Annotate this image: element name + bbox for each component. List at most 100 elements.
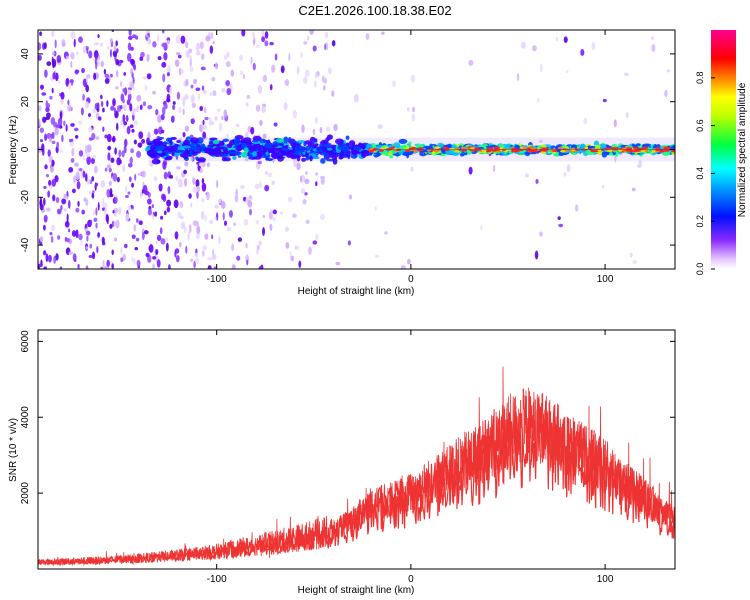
spectrogram-speckle (258, 240, 262, 246)
spectrogram-speckle (216, 108, 221, 113)
spectrogram-speckle (183, 225, 187, 234)
spectrogram-speckle (106, 188, 111, 198)
spectrogram-speckle (108, 180, 112, 186)
spectrogram-band-mark (295, 148, 304, 156)
spectrogram-speckle (119, 105, 123, 110)
spectrogram-band-mark (207, 144, 216, 148)
spectrogram-speckle (120, 81, 123, 87)
spectrogram-speckle (134, 246, 138, 251)
spectrogram-speckle (57, 79, 61, 85)
spectrogram-speckle (57, 235, 61, 240)
spectrogram-speckle (60, 91, 65, 100)
spectrogram-speckle (101, 241, 106, 246)
spectrogram-speckle (563, 172, 567, 177)
spectrogram-speckle (59, 149, 63, 153)
spectrogram-speckle (152, 263, 155, 269)
spectrogram-speckle (283, 102, 288, 111)
spectrogram-speckle (70, 60, 73, 68)
spectrogram-speckle (300, 51, 303, 59)
spectrogram-hot-mark (434, 146, 440, 149)
spectrogram-speckle (50, 117, 56, 125)
spectrogram-ytick-label: 20 (20, 96, 31, 108)
spectrogram-speckle (132, 87, 136, 91)
spectrogram-speckle (114, 196, 118, 204)
spectrogram-speckle (247, 199, 253, 208)
spectrogram-speckle (102, 126, 105, 132)
spectrogram-band-mark (157, 159, 161, 164)
spectrogram-speckle (268, 211, 273, 220)
spectrogram-speckle (104, 167, 108, 172)
figure-title: C2E1.2026.100.18.38.E02 (298, 3, 451, 18)
spectrogram-band-mark (389, 154, 394, 159)
spectrogram-speckle (43, 42, 47, 50)
spectrogram-speckle (539, 63, 543, 73)
spectrogram-speckle (296, 66, 300, 75)
spectrogram-band-mark (258, 138, 266, 143)
spectrogram-speckle (602, 98, 607, 103)
spectrogram-speckle (68, 167, 74, 173)
spectrogram-speckle (301, 124, 305, 133)
spectrogram-band-mark (200, 143, 206, 151)
spectrogram-speckle (72, 253, 77, 262)
spectrogram-band-mark (298, 145, 304, 150)
spectrogram-speckle (321, 75, 325, 83)
spectrogram-speckle (294, 245, 299, 250)
spectrogram-speckle (211, 234, 214, 240)
spectrogram-speckle (101, 198, 105, 207)
spectrogram-speckle (129, 156, 133, 164)
spectrogram-speckle (262, 133, 267, 139)
spectrogram-hot-mark (433, 149, 440, 153)
spectrogram-speckle (75, 172, 80, 180)
spectrogram-speckle (45, 116, 50, 120)
spectrogram-speckle (70, 31, 76, 39)
spectrogram-speckle (127, 52, 132, 62)
spectrogram-hot-mark (513, 149, 519, 153)
spectrogram-speckle (49, 95, 53, 100)
spectrogram-speckle (107, 152, 111, 161)
spectrogram-speckle (213, 266, 217, 269)
spectrogram-speckle (377, 124, 383, 130)
spectrogram-speckle (104, 207, 107, 217)
spectrogram-speckle (209, 45, 214, 54)
spectrogram-speckle (262, 214, 266, 219)
spectrogram-speckle (71, 188, 76, 194)
spectrogram-speckle (492, 164, 496, 172)
spectrogram-speckle (128, 30, 132, 37)
spectrogram-band-mark (327, 143, 332, 146)
snr-ticks: -100 0 100 2000 4000 6000 (20, 330, 675, 585)
spectrogram-band-mark (176, 149, 185, 153)
spectrogram-speckle (127, 89, 132, 95)
spectrogram-speckle (302, 198, 307, 205)
spectrogram-speckle (131, 34, 137, 39)
spectrogram-speckle (174, 59, 180, 67)
spectrogram-band-mark (169, 140, 173, 146)
spectrogram-speckle (664, 89, 668, 98)
spectrogram-speckle (52, 72, 56, 80)
spectrogram-speckle (109, 48, 113, 58)
spectrogram-speckle (353, 94, 359, 103)
spectrogram-band-mark (288, 136, 292, 141)
spectrogram-band-mark (360, 150, 370, 154)
spectrogram-speckle (193, 78, 198, 85)
spectrogram-speckle (185, 50, 190, 58)
spectrogram-speckle (94, 53, 98, 58)
spectrogram-speckle (112, 50, 118, 58)
spectrogram-speckle (374, 254, 380, 258)
spectrogram-speckle (296, 162, 301, 171)
spectrogram-speckle (233, 222, 237, 227)
spectrogram-speckle (130, 58, 135, 65)
spectrogram-speckle (83, 197, 87, 202)
spectrogram-speckle (104, 73, 110, 79)
spectrogram-speckle (160, 215, 164, 220)
spectrogram-hot-mark (486, 147, 494, 150)
spectrogram-frame (37, 29, 676, 270)
spectrogram-speckle (202, 124, 207, 130)
colorbar-tick-label: 0.4 (695, 167, 705, 180)
spectrogram-speckle (91, 132, 96, 141)
spectrogram-speckle (109, 188, 113, 196)
spectrogram-speckle (256, 245, 260, 250)
spectrogram-hot-mark (584, 146, 589, 150)
spectrogram-band-mark (196, 137, 204, 144)
spectrogram-speckle (255, 44, 261, 48)
spectrogram-band-mark (334, 138, 344, 145)
